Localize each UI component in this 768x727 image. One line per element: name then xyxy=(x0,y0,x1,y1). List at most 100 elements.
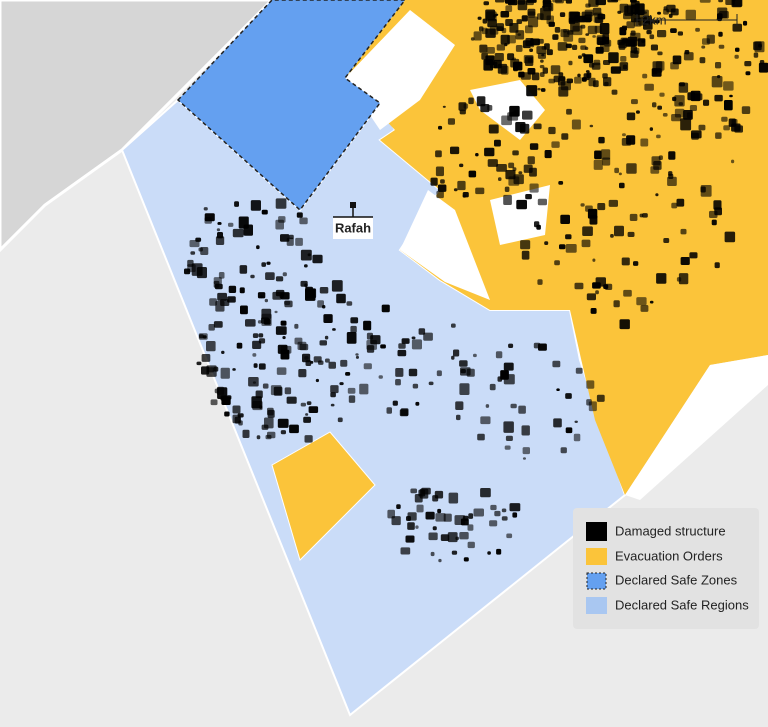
damaged-structure xyxy=(217,222,222,225)
damaged-structure xyxy=(723,81,734,91)
damaged-structure xyxy=(395,379,401,386)
damaged-structure xyxy=(731,159,735,164)
damaged-structure xyxy=(494,53,504,62)
damaged-structure xyxy=(745,71,751,76)
damaged-structure xyxy=(240,305,248,315)
damaged-structure xyxy=(459,532,469,540)
damaged-structure xyxy=(699,0,711,3)
damaged-structure xyxy=(721,116,728,122)
damaged-structure xyxy=(411,339,422,350)
damaged-structure xyxy=(480,416,491,425)
damaged-structure xyxy=(585,33,590,36)
damaged-structure xyxy=(593,12,603,23)
damaged-structure xyxy=(463,557,469,562)
damaged-structure xyxy=(480,488,491,498)
damaged-structure xyxy=(216,228,221,232)
damaged-structure xyxy=(306,401,312,405)
damaged-structure xyxy=(531,72,540,81)
damaged-structure xyxy=(455,401,464,410)
damaged-structure xyxy=(280,320,287,326)
damaged-structure xyxy=(528,0,536,2)
damaged-structure xyxy=(744,61,752,67)
damaged-structure xyxy=(217,292,227,301)
legend-swatch xyxy=(586,548,607,565)
damaged-structure xyxy=(410,488,417,494)
damaged-structure xyxy=(248,377,259,387)
damaged-structure xyxy=(412,383,419,389)
damaged-structure xyxy=(580,45,587,50)
damaged-structure xyxy=(574,76,582,84)
damaged-structure xyxy=(603,284,609,289)
damaged-structure xyxy=(319,287,329,294)
damaged-structure xyxy=(328,361,336,369)
damaged-structure xyxy=(518,71,525,78)
damaged-structure xyxy=(553,75,560,83)
damaged-structure xyxy=(501,508,507,513)
damaged-structure xyxy=(340,359,348,367)
damaged-structure xyxy=(270,385,282,396)
damaged-structure xyxy=(656,134,661,139)
damaged-structure xyxy=(468,97,474,105)
damaged-structure xyxy=(610,66,621,74)
damaged-structure xyxy=(284,300,293,308)
damaged-structure xyxy=(346,332,357,344)
damaged-structure xyxy=(536,224,541,230)
damaged-structure xyxy=(593,159,603,170)
damaged-structure xyxy=(432,526,437,531)
place-label: Rafah xyxy=(335,220,371,235)
damaged-structure xyxy=(453,188,458,192)
damaged-structure xyxy=(589,215,598,225)
damaged-structure xyxy=(552,34,559,40)
damaged-structure xyxy=(443,513,452,522)
damaged-structure xyxy=(381,304,390,313)
damaged-structure xyxy=(440,179,445,184)
damaged-structure xyxy=(590,308,597,314)
damaged-structure xyxy=(228,285,237,293)
damaged-structure xyxy=(252,401,263,411)
damaged-structure xyxy=(602,36,610,45)
scale-label: 2km xyxy=(642,12,667,27)
damaged-structure xyxy=(355,353,359,356)
damaged-structure xyxy=(701,45,706,49)
damaged-structure xyxy=(438,125,443,130)
damaged-structure xyxy=(715,132,722,139)
damaged-structure xyxy=(699,57,706,64)
damaged-structure xyxy=(585,205,593,212)
legend-label: Evacuation Orders xyxy=(615,548,723,563)
legend-label: Declared Safe Zones xyxy=(615,572,738,587)
damaged-structure xyxy=(190,251,196,255)
damaged-structure xyxy=(505,5,513,12)
damaged-structure xyxy=(578,55,582,59)
damaged-structure xyxy=(501,115,512,126)
damaged-structure xyxy=(436,370,442,377)
damaged-structure xyxy=(515,122,526,133)
damaged-structure xyxy=(529,167,537,177)
damaged-structure xyxy=(563,0,567,2)
damaged-structure xyxy=(265,272,275,280)
damaged-structure xyxy=(538,38,544,44)
legend-swatch xyxy=(586,522,607,541)
damaged-structure xyxy=(544,150,552,159)
damaged-structure xyxy=(504,186,510,192)
damaged-structure xyxy=(495,0,505,3)
damaged-structure xyxy=(489,25,499,35)
damaged-structure xyxy=(276,367,287,375)
damaged-structure xyxy=(330,385,339,394)
damaged-structure xyxy=(713,200,722,210)
damaged-structure xyxy=(483,59,493,71)
damaged-structure xyxy=(581,239,591,248)
damaged-structure xyxy=(195,237,202,242)
damaged-structure xyxy=(345,372,351,376)
damaged-structure xyxy=(467,541,475,549)
damaged-structure xyxy=(395,368,404,377)
damaged-structure xyxy=(558,86,569,97)
damaged-structure xyxy=(542,5,546,9)
damaged-structure xyxy=(718,44,725,49)
damaged-structure xyxy=(513,110,520,117)
damaged-structure xyxy=(226,395,232,400)
damaged-structure xyxy=(587,25,598,35)
damaged-structure xyxy=(480,104,490,113)
damaged-structure xyxy=(690,90,701,102)
damaged-structure xyxy=(416,504,424,513)
damaged-structure xyxy=(598,136,605,144)
